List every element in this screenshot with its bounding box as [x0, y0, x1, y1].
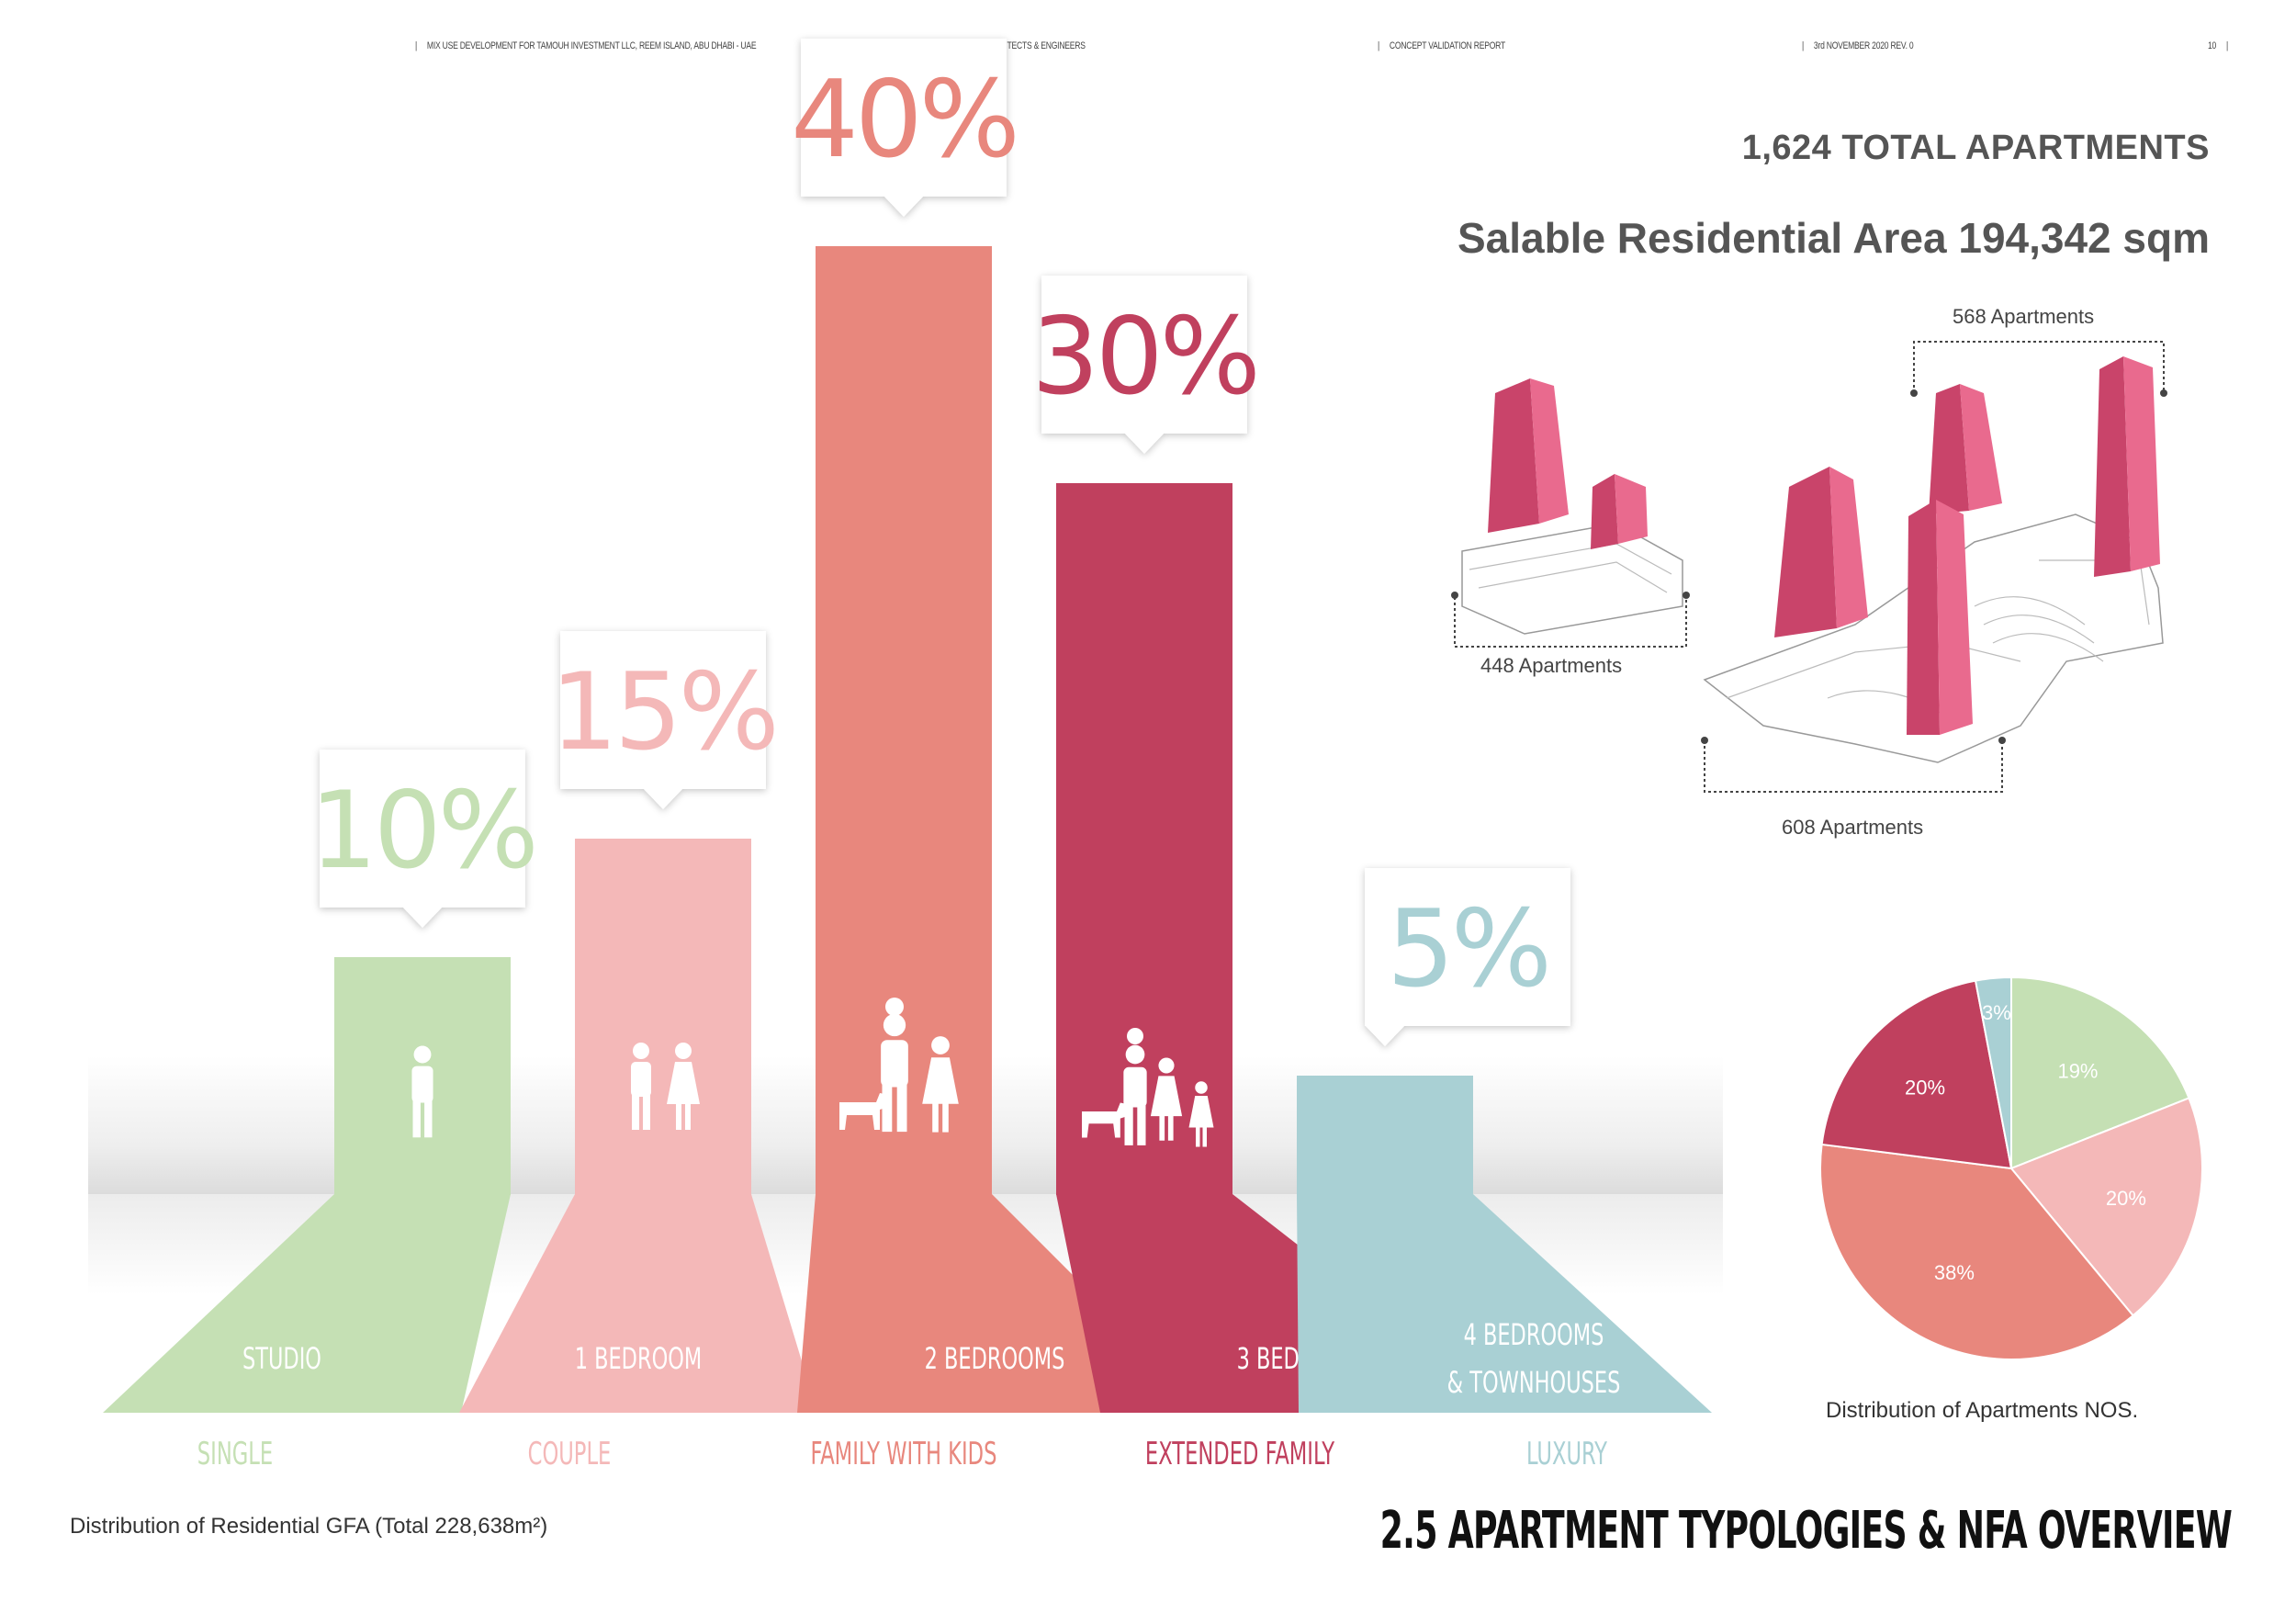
bar-sublabel-3: EXTENDED FAMILY — [1145, 1436, 1335, 1472]
pie-label-2: 38% — [1934, 1261, 1975, 1284]
bracket-608 — [1704, 740, 2003, 793]
bracket-568 — [1913, 341, 2165, 393]
family-with-kids-icon — [839, 998, 959, 1133]
bar-group-4: 5% 4 BEDROOMS & TOWNHOUSES LUXURY — [1297, 868, 1712, 1472]
tower-left-1 — [1488, 378, 1539, 533]
pie-slice-0 — [2010, 976, 2190, 1170]
section-title: 2.5 APARTMENT TYPOLOGIES & NFA OVERVIEW — [1379, 1501, 2233, 1561]
bar-value-label-0: 10% — [310, 769, 535, 893]
label-608-apartments: 608 Apartments — [1782, 816, 1924, 839]
tower-right-3 — [2094, 356, 2131, 577]
bar-floor-0 — [103, 1194, 511, 1413]
bar-category-label-4: 4 BEDROOMS — [1464, 1317, 1604, 1352]
total-apartments: 1,624 TOTAL APARTMENTS — [1741, 129, 2210, 167]
bar-value-callout-4 — [1365, 868, 1570, 1046]
pie-slice-4 — [1974, 976, 2012, 1169]
bar-4 — [1297, 1076, 1473, 1195]
pie-slice-3 — [1820, 979, 2013, 1170]
pie-label-3: 20% — [1905, 1077, 1945, 1100]
header-date: | 3rd NOVEMBER 2020 REV. 0 — [1802, 40, 1914, 51]
tower-right-2 — [1929, 384, 1969, 514]
bar-value-callout-3 — [1041, 276, 1247, 454]
salable-area: Salable Residential Area 194,342 sqm — [1457, 214, 2210, 262]
bar-value-callout-0 — [320, 750, 525, 928]
bar-floor-4 — [1297, 1194, 1712, 1413]
bar-floor-1 — [459, 1194, 817, 1413]
bar-sublabel-0: SINGLE — [197, 1436, 273, 1472]
bar-sublabel-4: LUXURY — [1526, 1436, 1607, 1472]
header-page-number: 10 | — [2208, 40, 2228, 51]
bar-sublabel-2: FAMILY WITH KIDS — [811, 1436, 997, 1472]
tower-right-1 — [1774, 467, 1837, 637]
extended-family-icon — [1082, 1028, 1214, 1147]
pie-slice-2 — [1819, 1143, 2134, 1360]
label-448-apartments: 448 Apartments — [1480, 654, 1623, 677]
tower-right-4 — [1907, 500, 1940, 735]
buildings-illustration — [1451, 341, 2167, 793]
gfa-caption: Distribution of Residential GFA (Total 2… — [70, 1514, 548, 1539]
bar-sublabel-1: COUPLE — [528, 1436, 612, 1472]
pie-caption: Distribution of Apartments NOS. — [1826, 1398, 2139, 1423]
bar-2 — [816, 246, 992, 1195]
header-report: | CONCEPT VALIDATION REPORT — [1378, 40, 1505, 51]
bar-category-label-1: 1 BEDROOM — [575, 1341, 703, 1376]
bar-value-callout-1 — [560, 631, 766, 809]
bar-category-label-line2-4: & TOWNHOUSES — [1447, 1365, 1621, 1400]
podium-left — [1461, 523, 1683, 635]
bar-value-callout-2 — [801, 39, 1007, 217]
apartments-pie-chart: 19% 20% 38% 20% 3% — [1819, 976, 2203, 1360]
single-person-icon — [411, 1045, 433, 1138]
bar-value-label-1: 15% — [550, 650, 776, 774]
bar-value-label-4: 5% — [1387, 887, 1548, 1011]
header-project: | MIX USE DEVELOPMENT FOR TAMOUH INVESTME… — [415, 40, 757, 51]
bar-group-0: 10% STUDIO SINGLE — [103, 750, 539, 1472]
label-568-apartments: 568 Apartments — [1953, 305, 2095, 328]
pie-label-4: 3% — [1982, 1001, 2011, 1024]
bar-category-label-0: STUDIO — [242, 1341, 321, 1376]
pie-label-1: 20% — [2106, 1187, 2146, 1210]
bar-category-label-2: 2 BEDROOMS — [925, 1341, 1065, 1376]
tower-left-2 — [1591, 474, 1618, 549]
bar-group-2: 40% 2 BEDROOMS FAMILY WITH KIDS — [791, 39, 1210, 1472]
pie-label-0: 19% — [2057, 1059, 2098, 1082]
bracket-448 — [1454, 597, 1687, 648]
bar-value-label-3: 30% — [1031, 295, 1257, 419]
couple-icon — [631, 1043, 700, 1130]
bar-value-label-2: 40% — [791, 58, 1017, 182]
pie-slice-1 — [2009, 1097, 2203, 1317]
bar-1 — [575, 839, 751, 1195]
bar-group-1: 15% 1 BEDROOM COUPLE — [459, 631, 817, 1472]
